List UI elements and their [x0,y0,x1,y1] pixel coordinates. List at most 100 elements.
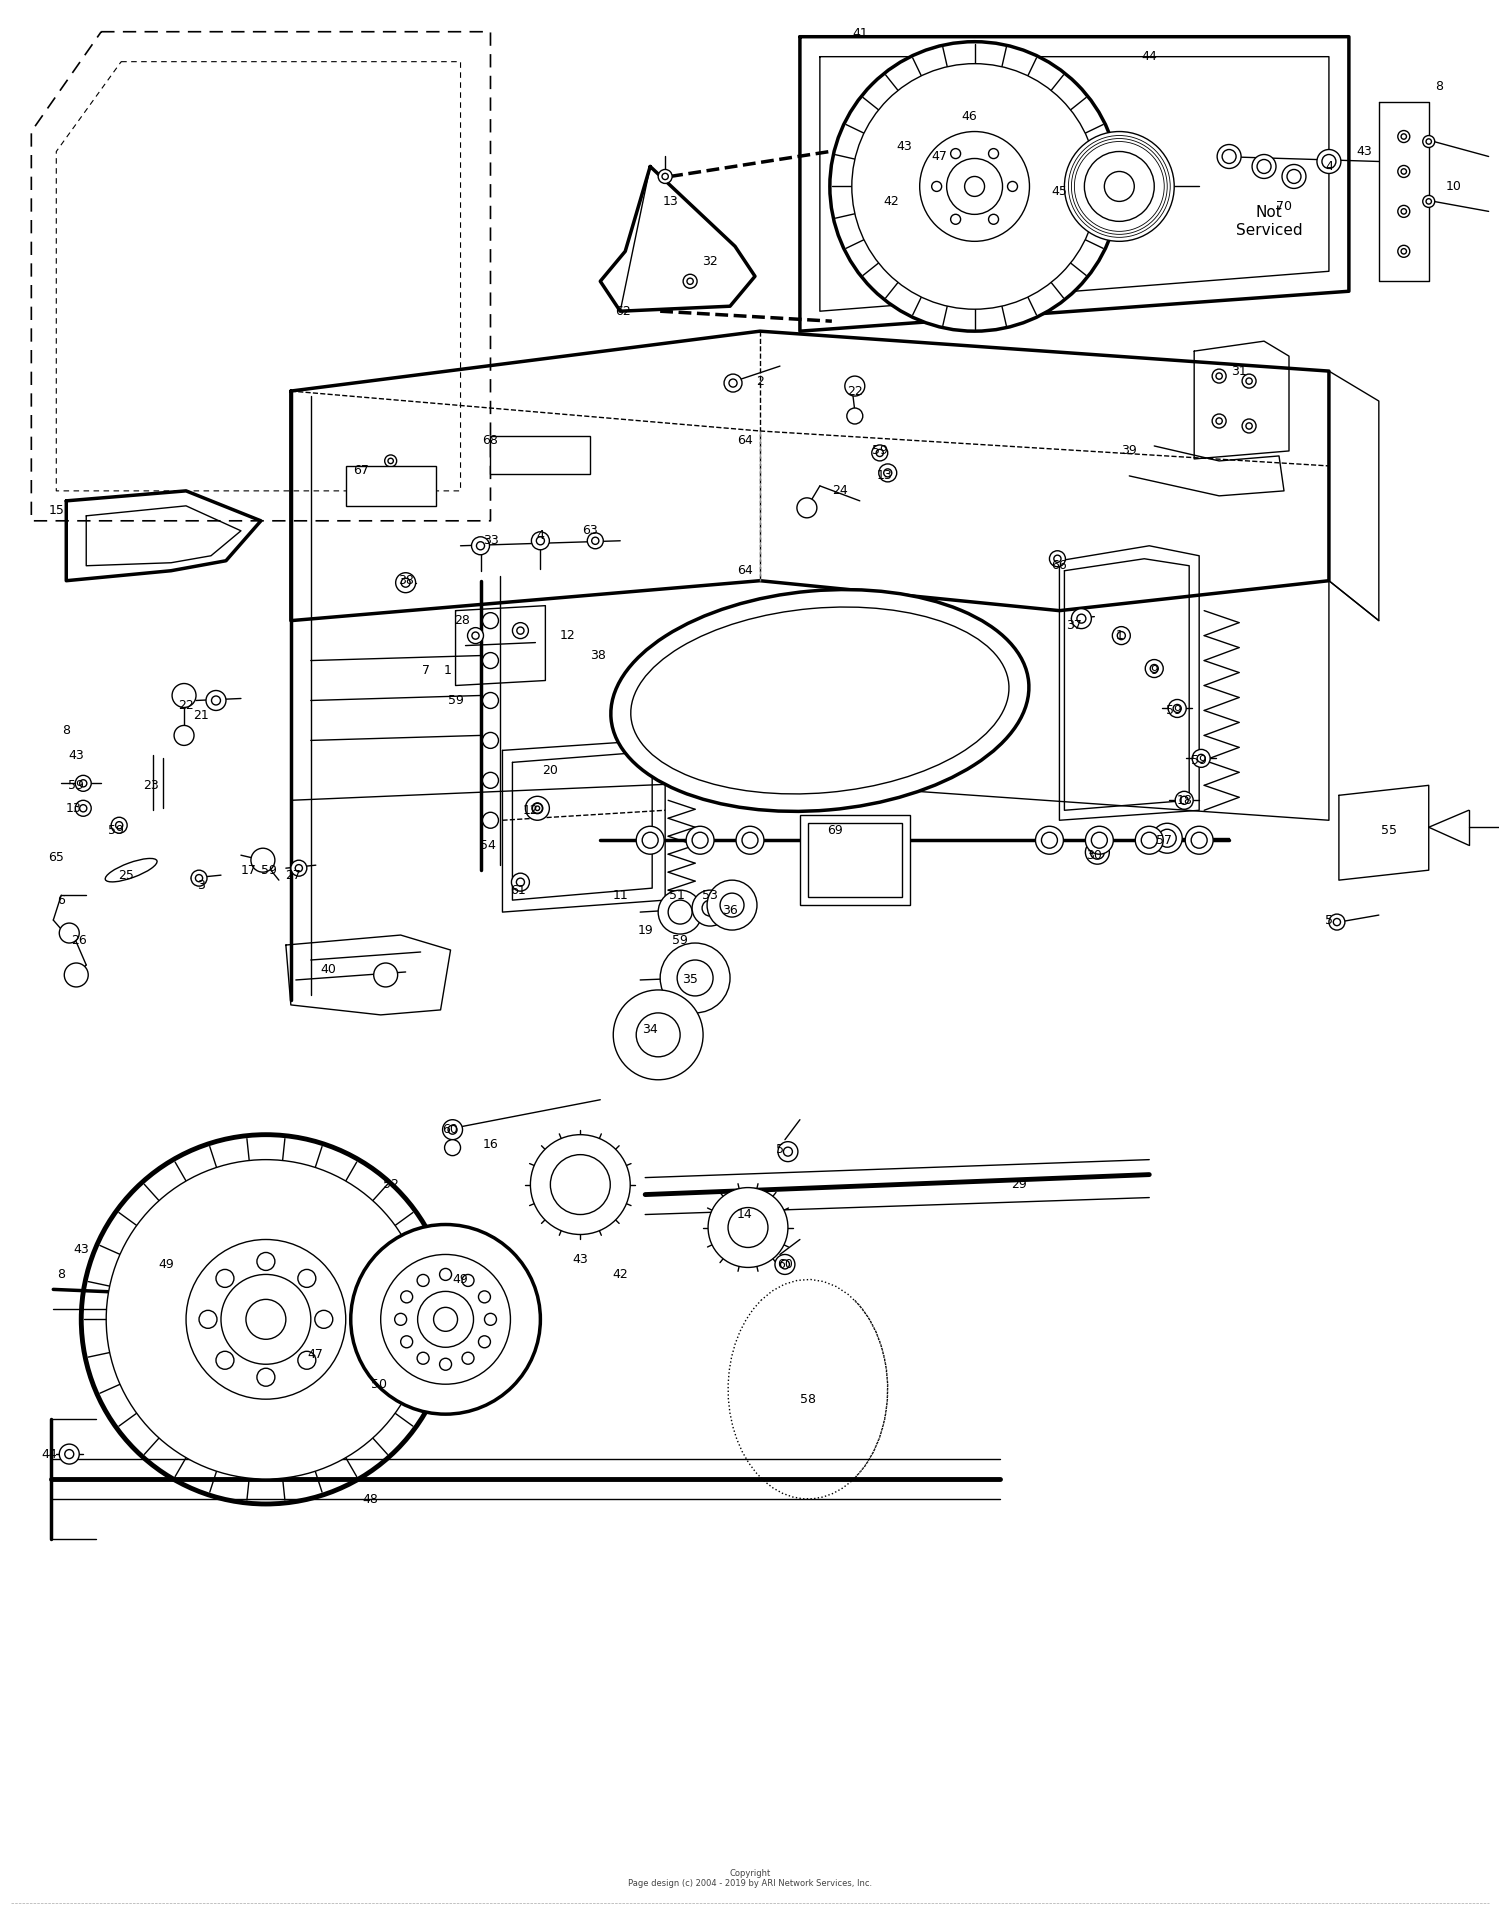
Circle shape [536,807,540,811]
Circle shape [1398,246,1410,257]
Circle shape [216,1350,234,1370]
Circle shape [1113,626,1131,645]
Text: 4: 4 [537,530,544,542]
Text: 32: 32 [702,255,718,267]
Circle shape [478,1335,490,1349]
Text: 11: 11 [612,889,628,901]
Circle shape [588,532,603,549]
Circle shape [1118,632,1125,640]
Circle shape [1329,914,1346,930]
Circle shape [658,169,672,182]
Circle shape [1065,131,1174,242]
Text: 59: 59 [261,864,278,876]
Circle shape [708,1187,788,1268]
Circle shape [871,446,888,461]
Text: 19: 19 [638,924,652,937]
Circle shape [879,463,897,482]
Circle shape [1398,165,1410,177]
Circle shape [75,801,92,816]
Text: 24: 24 [833,484,848,498]
Circle shape [291,861,308,876]
Text: 16: 16 [483,1137,498,1151]
Text: 59: 59 [1167,703,1182,717]
Circle shape [964,177,984,196]
Circle shape [484,1314,496,1325]
Text: 50: 50 [370,1377,387,1391]
Circle shape [296,864,303,872]
Text: RYAN: RYAN [772,688,847,713]
Text: 40: 40 [321,964,336,976]
Ellipse shape [105,859,158,882]
Circle shape [174,726,194,745]
Circle shape [1142,832,1156,849]
Circle shape [356,486,366,496]
Circle shape [1246,378,1252,384]
Circle shape [724,375,742,392]
Text: 42: 42 [884,194,900,207]
Circle shape [1150,665,1158,672]
Circle shape [483,772,498,788]
Circle shape [477,542,484,549]
Circle shape [780,1260,789,1270]
Circle shape [1317,150,1341,173]
Circle shape [256,1368,274,1387]
Circle shape [1282,165,1306,188]
Circle shape [658,889,702,934]
Circle shape [116,822,123,828]
Circle shape [1322,154,1336,169]
Circle shape [256,1252,274,1270]
Circle shape [668,901,692,924]
Circle shape [1008,181,1017,192]
Circle shape [396,572,416,594]
Circle shape [400,578,410,588]
Text: 59: 59 [871,444,888,457]
Circle shape [1054,555,1060,563]
Ellipse shape [610,590,1029,811]
Circle shape [682,275,698,288]
Text: 57: 57 [1156,834,1172,847]
Text: 6: 6 [57,893,64,907]
Text: 39: 39 [1122,444,1137,457]
Circle shape [1334,918,1341,926]
Text: 59: 59 [672,934,688,947]
Circle shape [1086,826,1113,855]
Circle shape [206,690,226,711]
Circle shape [468,628,483,644]
Circle shape [525,797,549,820]
Circle shape [220,1274,310,1364]
Text: 22: 22 [178,699,194,713]
Circle shape [1197,755,1204,763]
Circle shape [783,1147,792,1156]
Circle shape [172,684,196,707]
Circle shape [1146,659,1162,678]
Circle shape [1401,248,1407,254]
Text: 48: 48 [363,1493,378,1506]
Text: 37: 37 [1066,619,1083,632]
Circle shape [60,1445,80,1464]
Circle shape [1168,699,1186,717]
Circle shape [1222,150,1236,163]
Circle shape [830,42,1119,330]
Text: 34: 34 [642,1024,658,1035]
Bar [800,815,909,905]
Text: 49: 49 [158,1258,174,1272]
Text: 36: 36 [722,903,738,916]
Circle shape [216,1270,234,1287]
Circle shape [440,1268,452,1281]
Text: 70: 70 [1276,200,1292,213]
Text: 21: 21 [194,709,208,722]
Circle shape [1401,134,1407,138]
Circle shape [394,1314,406,1325]
Circle shape [692,832,708,849]
Circle shape [1257,159,1270,173]
Text: 51: 51 [669,889,686,901]
Circle shape [660,943,730,1012]
Text: 7: 7 [422,665,429,676]
Text: 3: 3 [196,878,206,891]
Text: 65: 65 [48,851,64,864]
Circle shape [614,989,704,1080]
Circle shape [776,1254,795,1274]
Circle shape [448,1126,458,1133]
Text: 9: 9 [1150,665,1158,676]
Text: 53: 53 [702,889,718,901]
